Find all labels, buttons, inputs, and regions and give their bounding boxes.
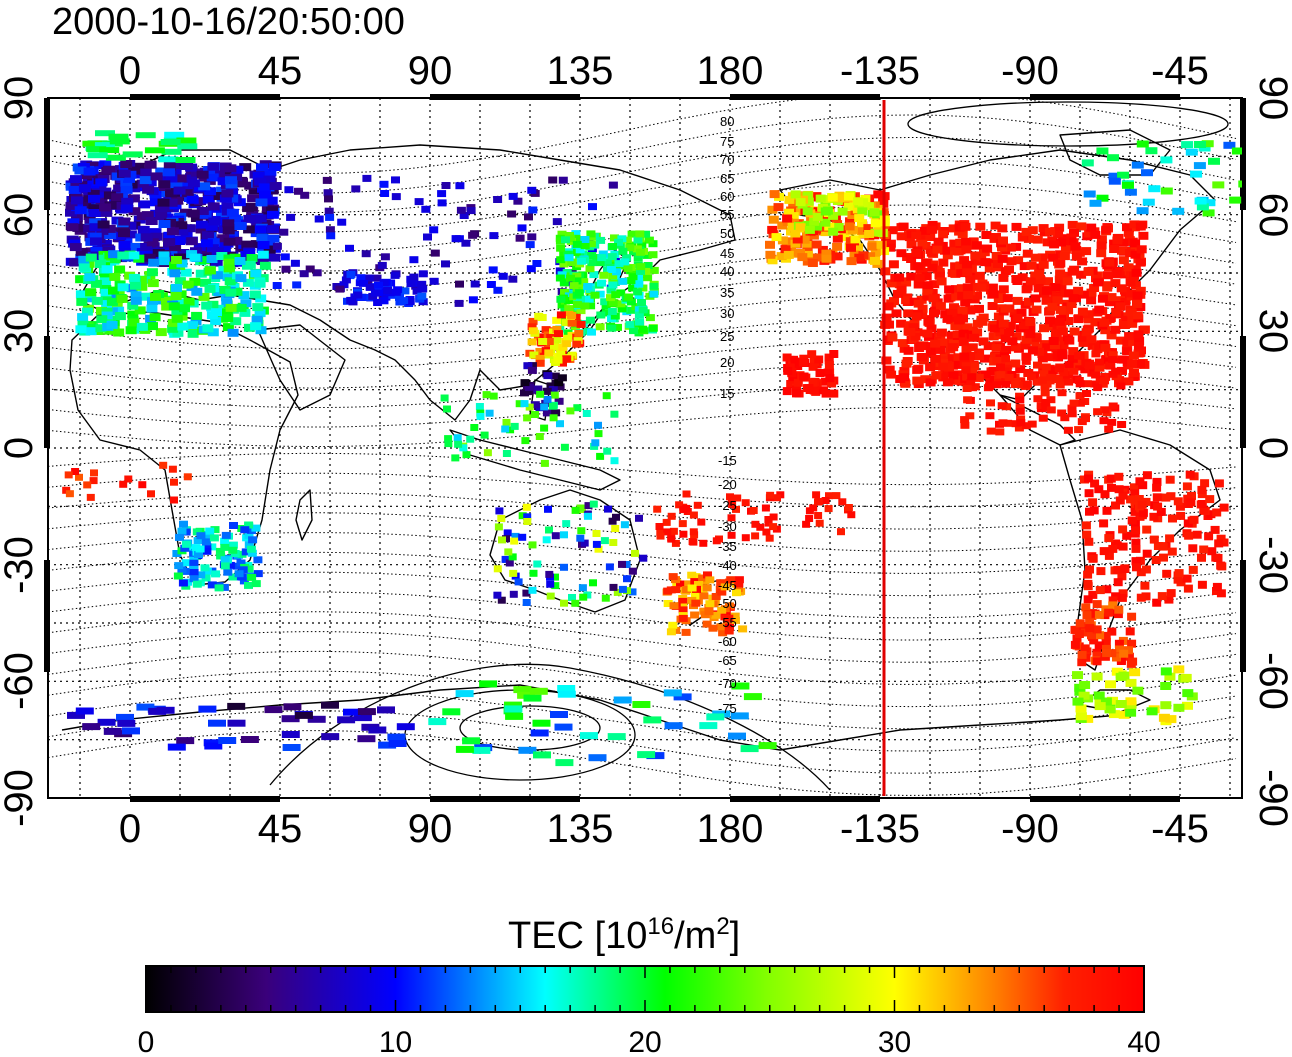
- lat-tick-label: -60: [1251, 652, 1292, 710]
- colorbar-tick-label: 40: [1127, 1026, 1160, 1057]
- lon-tick-label: 180: [697, 807, 764, 851]
- lon-tick-label: 0: [119, 49, 141, 93]
- lon-tick-label: 90: [408, 807, 453, 851]
- mlat-label: -30: [718, 519, 737, 534]
- colorbar-tick-marks: [145, 966, 1145, 1012]
- mlat-label: 40: [720, 264, 734, 279]
- lon-tick-label: -90: [1001, 49, 1059, 93]
- mlat-label: -60: [718, 634, 737, 649]
- lat-tick-label: 0: [1251, 437, 1292, 459]
- mlat-label: -70: [718, 676, 737, 691]
- lon-tick-label: 45: [258, 807, 303, 851]
- lat-tick-label: -90: [0, 769, 41, 827]
- colorbar-title: TEC [1016/m2]: [508, 913, 740, 957]
- mlat-label: 20: [720, 355, 734, 370]
- latitude-ticks-right: 90 60 30 0 -30 -60 -90: [1251, 76, 1292, 827]
- colorbar-tick-label: 30: [878, 1026, 911, 1057]
- colorbar-tick-label: 10: [379, 1026, 412, 1057]
- tec-data-patches: [62, 130, 1242, 767]
- lon-tick-label: 180: [697, 49, 764, 93]
- lat-tick-label: -30: [1251, 536, 1292, 594]
- mlat-label: -50: [718, 596, 737, 611]
- mlat-label: -75: [718, 701, 737, 716]
- colorbar-tick-label: 20: [628, 1026, 661, 1057]
- map-panel: 80 75 70 65 60 55 50 45 40 35 30 25 20 15 -15 -20 -25 -30…: [0, 49, 1292, 851]
- mlat-label: -15: [718, 453, 737, 468]
- lon-tick-label: 135: [547, 807, 614, 851]
- lat-tick-label: 30: [0, 309, 41, 354]
- colorbar-tick-label: 0: [138, 1026, 155, 1057]
- longitude-ticks-bottom: 0 45 90 135 180 -135 -90 -45: [119, 807, 1209, 851]
- lat-tick-label: 90: [0, 76, 41, 121]
- lat-tick-label: 0: [0, 437, 41, 459]
- lon-tick-label: -45: [1151, 49, 1209, 93]
- lon-tick-label: -45: [1151, 807, 1209, 851]
- axis-bars: [44, 94, 1246, 802]
- mlat-label: 45: [720, 246, 734, 261]
- timestamp-title: 2000-10-16/20:50:00: [52, 1, 405, 43]
- mlat-label: 50: [720, 226, 734, 241]
- latitude-ticks-left: 90 60 30 0 -30 -60 -90: [0, 76, 41, 827]
- lat-tick-label: 60: [1251, 193, 1292, 238]
- colorbar-tick-labels: 0 10 20 30 40: [138, 1026, 1161, 1057]
- mlat-label: 35: [720, 285, 734, 300]
- lat-tick-label: -90: [1251, 769, 1292, 827]
- mlat-label: 15: [720, 386, 734, 401]
- mlat-label: 75: [720, 134, 734, 149]
- mlat-label: -35: [718, 539, 737, 554]
- lat-tick-label: 60: [0, 193, 41, 238]
- lon-tick-label: 90: [408, 49, 453, 93]
- mlat-label: 80: [720, 114, 734, 129]
- lat-tick-label: -30: [0, 536, 41, 594]
- lat-tick-label: 30: [1251, 309, 1292, 354]
- mlat-label: 65: [720, 171, 734, 186]
- mlat-label: -25: [718, 498, 737, 513]
- mlat-label: -55: [718, 615, 737, 630]
- lon-tick-label: -135: [840, 807, 920, 851]
- lon-tick-label: 45: [258, 49, 303, 93]
- lon-tick-label: -90: [1001, 807, 1059, 851]
- longitude-ticks-top: 0 45 90 135 180 -135 -90 -45: [119, 49, 1209, 93]
- mlat-label: 60: [720, 189, 734, 204]
- lat-tick-label: 90: [1251, 76, 1292, 121]
- mlat-label: 25: [720, 329, 734, 344]
- lon-tick-label: -135: [840, 49, 920, 93]
- lon-tick-label: 135: [547, 49, 614, 93]
- mlat-label: 70: [720, 152, 734, 167]
- lat-tick-label: -60: [0, 652, 41, 710]
- mlat-label: -65: [718, 653, 737, 668]
- mlat-label: -45: [718, 578, 737, 593]
- lon-tick-label: 0: [119, 807, 141, 851]
- mlat-label: -40: [718, 558, 737, 573]
- mlat-label: 30: [720, 306, 734, 321]
- colorbar: TEC [1016/m2] 0 10 20 30 40: [138, 913, 1161, 1057]
- mlat-label: -20: [718, 477, 737, 492]
- mlat-label: 55: [720, 207, 734, 222]
- magnetic-latitude-labels: 80 75 70 65 60 55 50 45 40 35 30 25 20 15 -15 -20 -25 -30…: [718, 114, 737, 716]
